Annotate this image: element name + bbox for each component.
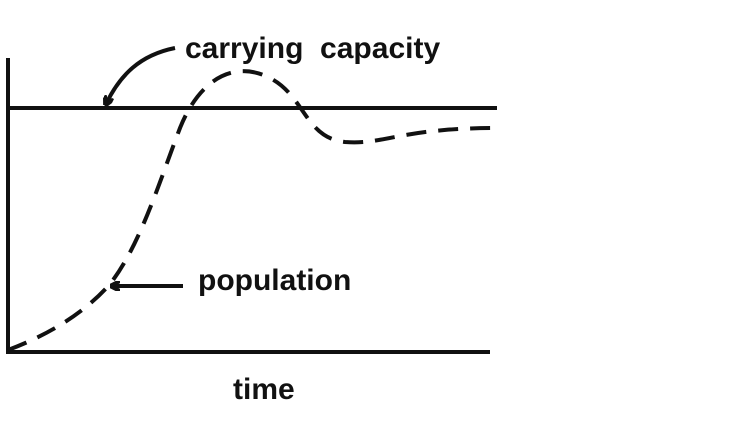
x-axis-label: time [233, 373, 295, 406]
population-curve [8, 71, 497, 350]
carrying-capacity-arrow [106, 48, 175, 104]
carrying-capacity-label: carrying capacity [185, 32, 440, 65]
population-label: population [198, 264, 351, 297]
